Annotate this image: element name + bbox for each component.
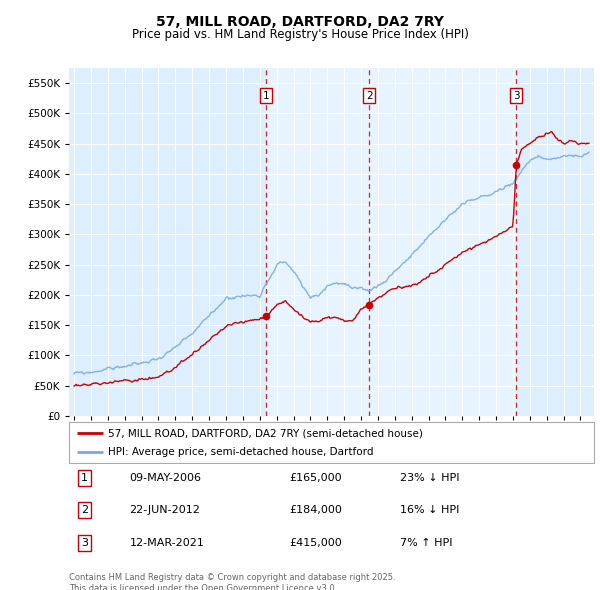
Text: 23% ↓ HPI: 23% ↓ HPI <box>400 473 459 483</box>
Text: 57, MILL ROAD, DARTFORD, DA2 7RY (semi-detached house): 57, MILL ROAD, DARTFORD, DA2 7RY (semi-d… <box>109 428 423 438</box>
Text: 22-JUN-2012: 22-JUN-2012 <box>130 506 200 515</box>
Text: £415,000: £415,000 <box>290 538 342 548</box>
Bar <box>266 68 369 416</box>
Text: 16% ↓ HPI: 16% ↓ HPI <box>400 506 459 515</box>
Text: 12-MAR-2021: 12-MAR-2021 <box>130 538 204 548</box>
Text: Contains HM Land Registry data © Crown copyright and database right 2025.
This d: Contains HM Land Registry data © Crown c… <box>69 573 395 590</box>
Text: 2: 2 <box>81 506 88 515</box>
Text: 3: 3 <box>513 91 520 101</box>
Text: 1: 1 <box>81 473 88 483</box>
Text: £184,000: £184,000 <box>290 506 343 515</box>
Bar <box>369 68 517 416</box>
Text: £165,000: £165,000 <box>290 473 342 483</box>
Text: 3: 3 <box>81 538 88 548</box>
Text: HPI: Average price, semi-detached house, Dartford: HPI: Average price, semi-detached house,… <box>109 447 374 457</box>
Text: 09-MAY-2006: 09-MAY-2006 <box>130 473 202 483</box>
Text: 57, MILL ROAD, DARTFORD, DA2 7RY: 57, MILL ROAD, DARTFORD, DA2 7RY <box>156 15 444 30</box>
Text: 7% ↑ HPI: 7% ↑ HPI <box>400 538 452 548</box>
Text: 2: 2 <box>366 91 373 101</box>
Text: 1: 1 <box>263 91 269 101</box>
Text: Price paid vs. HM Land Registry's House Price Index (HPI): Price paid vs. HM Land Registry's House … <box>131 28 469 41</box>
